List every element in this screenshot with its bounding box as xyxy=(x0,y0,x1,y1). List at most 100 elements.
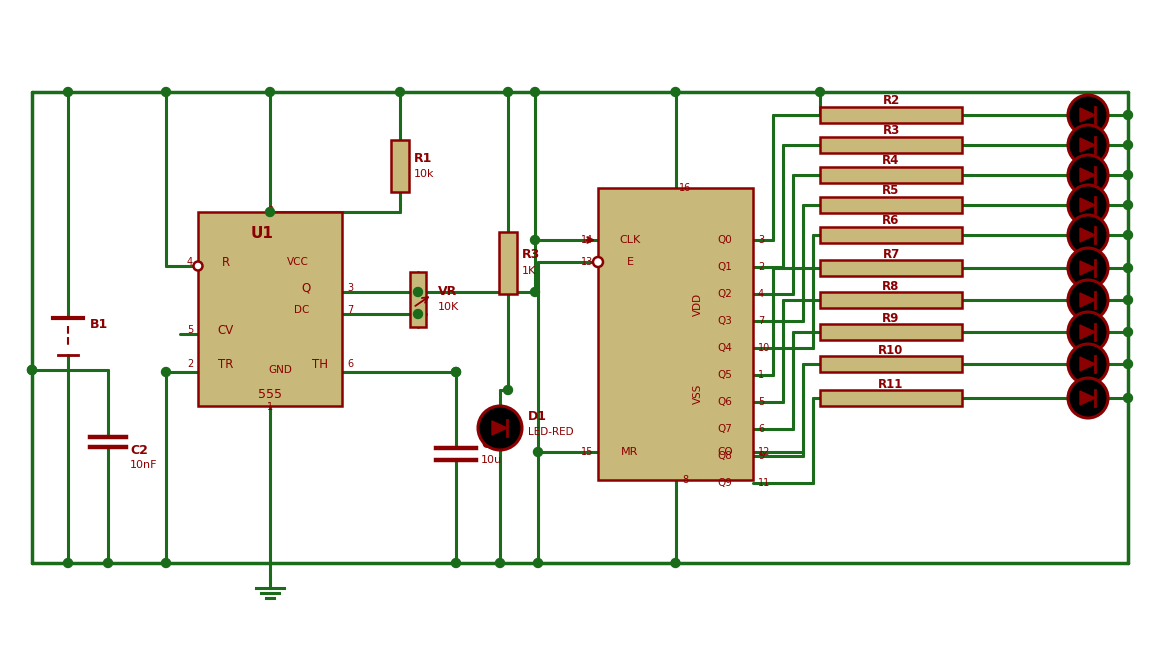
Text: VDD: VDD xyxy=(692,292,702,316)
Bar xyxy=(820,107,962,123)
Bar xyxy=(820,292,962,308)
Bar xyxy=(499,232,518,294)
Text: TR: TR xyxy=(219,357,234,370)
Polygon shape xyxy=(1080,138,1096,152)
Text: Q7: Q7 xyxy=(718,424,733,434)
Text: Q5: Q5 xyxy=(718,370,733,380)
Bar xyxy=(198,212,342,406)
Text: R4: R4 xyxy=(883,154,900,167)
Circle shape xyxy=(1123,393,1133,402)
Text: Q: Q xyxy=(301,281,311,294)
Circle shape xyxy=(1068,155,1108,195)
Text: 6: 6 xyxy=(347,359,354,369)
Circle shape xyxy=(1123,327,1133,337)
Text: Q1: Q1 xyxy=(718,262,733,272)
Circle shape xyxy=(1123,141,1133,150)
Text: GND: GND xyxy=(267,365,292,375)
Text: 7: 7 xyxy=(347,305,354,315)
Text: C1: C1 xyxy=(481,437,499,450)
Circle shape xyxy=(414,288,422,296)
Text: Q9: Q9 xyxy=(718,478,733,488)
Text: R8: R8 xyxy=(883,279,900,292)
Circle shape xyxy=(64,87,72,96)
Text: 4: 4 xyxy=(187,257,193,267)
Text: 2: 2 xyxy=(187,359,193,369)
Text: 555: 555 xyxy=(258,389,281,402)
Text: B1: B1 xyxy=(90,318,108,331)
Circle shape xyxy=(395,87,405,96)
Text: DC: DC xyxy=(294,305,309,315)
Text: VSS: VSS xyxy=(692,384,702,404)
Text: R3: R3 xyxy=(883,124,900,137)
Polygon shape xyxy=(1080,228,1096,242)
Text: CO: CO xyxy=(718,447,733,457)
Text: 1: 1 xyxy=(267,402,273,412)
Circle shape xyxy=(593,257,602,267)
Text: 14: 14 xyxy=(580,235,593,245)
Circle shape xyxy=(1068,378,1108,418)
Circle shape xyxy=(1123,201,1133,210)
Bar xyxy=(598,188,752,480)
Circle shape xyxy=(530,236,540,245)
Text: 5: 5 xyxy=(187,325,193,335)
Text: R1: R1 xyxy=(414,152,433,165)
Text: E: E xyxy=(627,257,634,267)
Text: 5: 5 xyxy=(758,397,764,407)
Circle shape xyxy=(534,447,542,456)
Circle shape xyxy=(162,559,171,568)
Circle shape xyxy=(28,365,36,374)
Circle shape xyxy=(1068,344,1108,384)
Text: R: R xyxy=(222,255,230,268)
Text: 12: 12 xyxy=(758,447,770,457)
Circle shape xyxy=(1123,111,1133,120)
Text: R11: R11 xyxy=(878,378,904,391)
Text: 10u: 10u xyxy=(481,455,502,465)
Circle shape xyxy=(1068,280,1108,320)
Circle shape xyxy=(193,262,202,271)
Polygon shape xyxy=(1080,293,1096,307)
Circle shape xyxy=(1068,248,1108,288)
Bar xyxy=(820,197,962,213)
Text: Q2: Q2 xyxy=(718,289,733,299)
Bar xyxy=(820,260,962,276)
Bar xyxy=(391,140,409,192)
Circle shape xyxy=(162,87,171,96)
Circle shape xyxy=(1068,95,1108,135)
Circle shape xyxy=(478,406,522,450)
Polygon shape xyxy=(1080,198,1096,212)
Circle shape xyxy=(495,559,505,568)
Text: MR: MR xyxy=(621,447,638,457)
Text: R7: R7 xyxy=(883,247,900,260)
Polygon shape xyxy=(1080,108,1096,122)
Text: 8: 8 xyxy=(267,206,273,216)
Text: CLK: CLK xyxy=(620,235,641,245)
Bar xyxy=(820,356,962,372)
Circle shape xyxy=(451,559,461,568)
Circle shape xyxy=(1068,215,1108,255)
Circle shape xyxy=(1123,171,1133,180)
Bar xyxy=(820,227,962,243)
Text: R3: R3 xyxy=(522,249,541,262)
Text: TH: TH xyxy=(312,357,328,370)
Circle shape xyxy=(530,288,540,296)
Text: 4: 4 xyxy=(758,289,764,299)
Circle shape xyxy=(64,559,72,568)
Text: LED-RED: LED-RED xyxy=(528,427,573,437)
Text: Q0: Q0 xyxy=(718,235,733,245)
Text: 15: 15 xyxy=(580,447,593,457)
Text: R2: R2 xyxy=(883,94,900,107)
Bar xyxy=(820,390,962,406)
Text: VR: VR xyxy=(438,285,457,298)
Text: 7: 7 xyxy=(758,316,764,326)
Text: R10: R10 xyxy=(878,344,904,357)
Circle shape xyxy=(1068,125,1108,165)
Polygon shape xyxy=(1080,325,1096,339)
Bar xyxy=(411,272,426,327)
Polygon shape xyxy=(492,421,507,435)
Text: 2: 2 xyxy=(758,262,764,272)
Text: 10: 10 xyxy=(758,343,770,353)
Text: 10nF: 10nF xyxy=(130,460,157,470)
Circle shape xyxy=(451,368,461,376)
Text: Q4: Q4 xyxy=(718,343,733,353)
Circle shape xyxy=(1068,312,1108,352)
